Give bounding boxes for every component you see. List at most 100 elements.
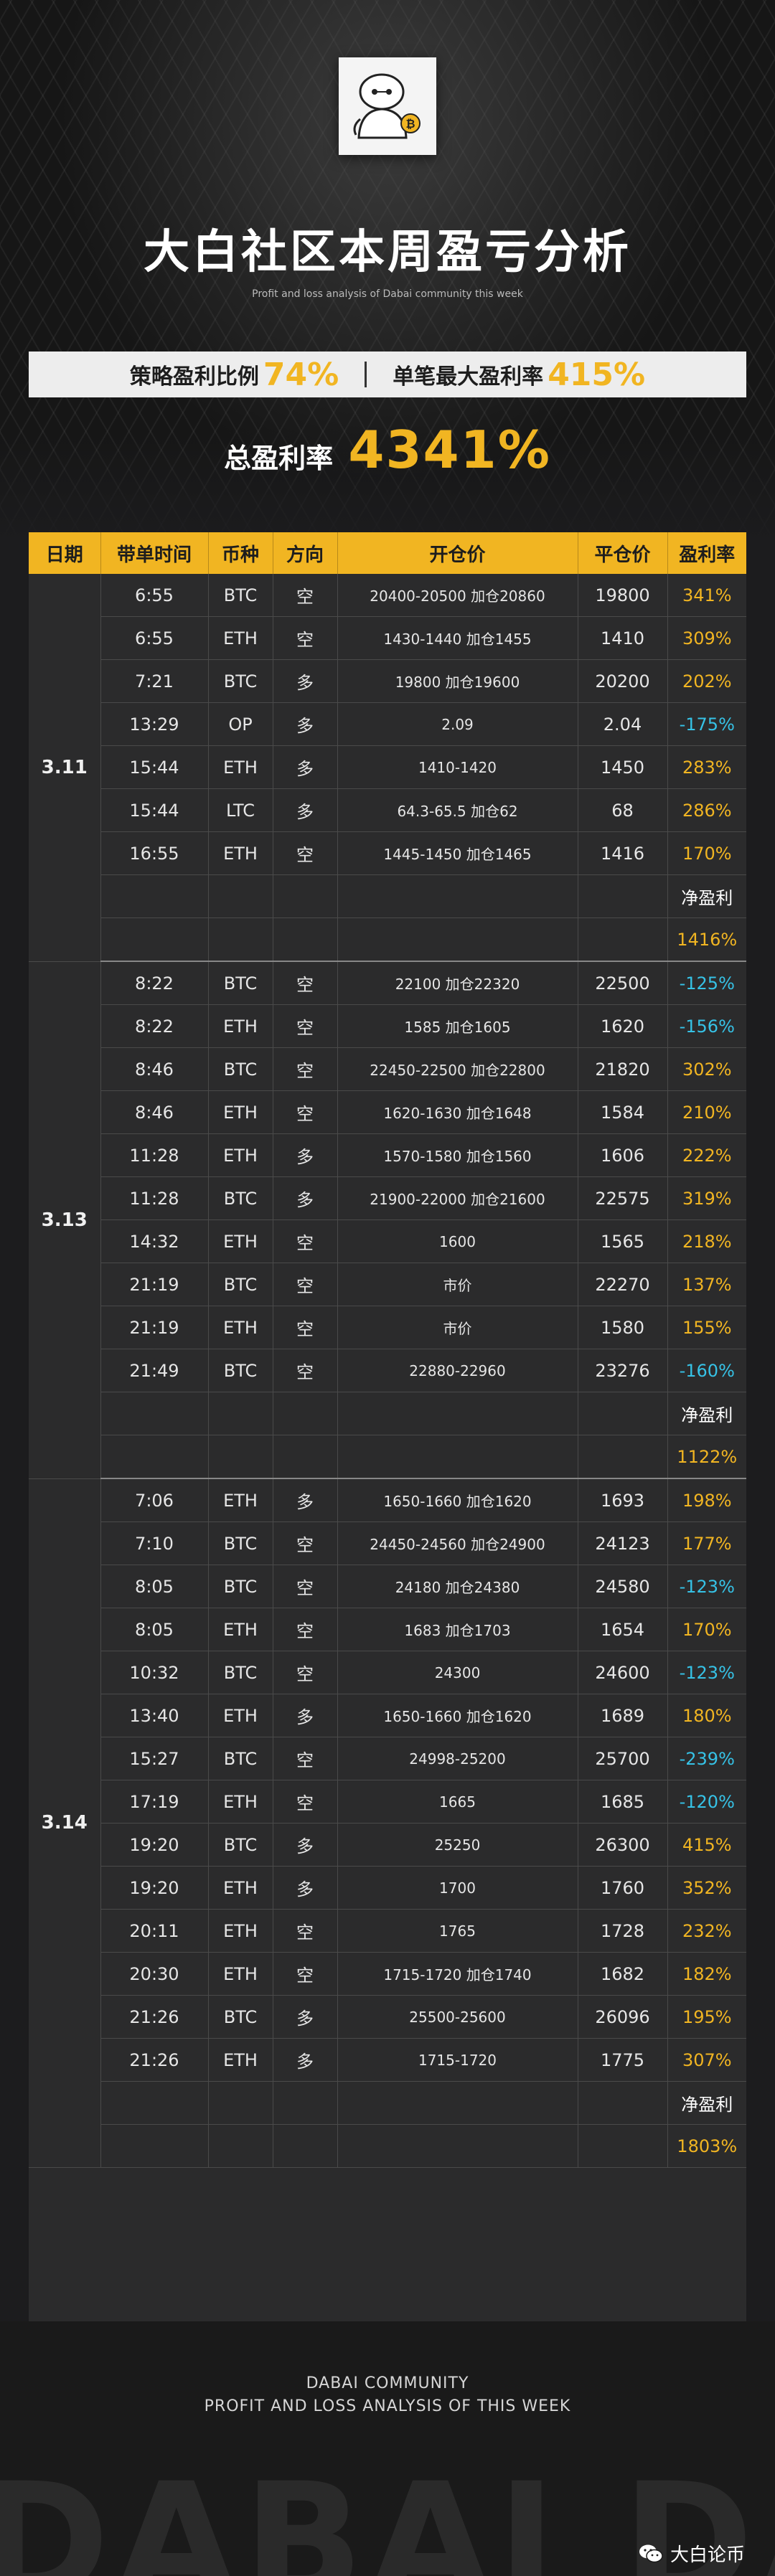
open-price-cell: 22100 加仓22320: [337, 961, 578, 1005]
profit-cell: 180%: [667, 1694, 746, 1737]
empty-cell: [208, 917, 273, 962]
coin-cell: BTC: [208, 1176, 273, 1220]
column-header: 日期: [29, 532, 101, 574]
coin-cell: ETH: [208, 1219, 273, 1263]
direction-cell: 空: [273, 1909, 338, 1953]
direction-cell: 空: [273, 574, 338, 617]
close-price-cell: 22575: [578, 1176, 668, 1220]
strategy-win-rate-label: 策略盈利比例: [129, 364, 259, 390]
open-price-cell: 1650-1660 加仓1620: [337, 1478, 578, 1522]
table-row: 21:19 ETH 空市价 1580 155%: [29, 1306, 746, 1349]
column-header: 平仓价: [578, 532, 668, 574]
open-price-cell: 64.3-65.5 加仓62: [337, 788, 578, 832]
profit-cell: 341%: [667, 574, 746, 617]
coin-cell: ETH: [208, 1090, 273, 1134]
time-cell: 21:19: [100, 1306, 209, 1349]
open-price-cell: 1650-1660 加仓1620: [337, 1694, 578, 1737]
close-price-cell: 1689: [578, 1694, 668, 1737]
stats-divider: [365, 362, 367, 387]
close-price-cell: 1416: [578, 831, 668, 875]
time-cell: 15:44: [100, 745, 209, 789]
coin-cell: BTC: [208, 1047, 273, 1091]
profit-cell: -123%: [667, 1651, 746, 1694]
column-header: 开仓价: [337, 532, 578, 574]
table-row: 10:32 BTC 空 24300 24600 -123%: [29, 1651, 746, 1694]
profit-cell: 415%: [667, 1823, 746, 1867]
table-row: 20:30 ETH 空 1715-1720 加仓1740 1682 182%: [29, 1952, 746, 1996]
net-label-row: 净盈利: [29, 1392, 746, 1435]
profit-cell: -156%: [667, 1004, 746, 1048]
close-price-cell: 1760: [578, 1866, 668, 1910]
open-price-cell: 22450-22500 加仓22800: [337, 1047, 578, 1091]
open-price-cell: 1715-1720: [337, 2038, 578, 2082]
table-row: 8:22 ETH 空 1585 加仓1605 1620 -156%: [29, 1004, 746, 1048]
close-price-cell: 26096: [578, 1995, 668, 2039]
empty-cell: [337, 2081, 578, 2125]
coin-cell: BTC: [208, 1823, 273, 1867]
table-row: 13:40 ETH 多 1650-1660 加仓1620 1689 180%: [29, 1694, 746, 1737]
profit-cell: 170%: [667, 831, 746, 875]
time-cell: 15:44: [100, 788, 209, 832]
page-title: 大白社区本周盈亏分析: [144, 226, 631, 279]
column-header: 带单时间: [100, 532, 209, 574]
trade-table-panel: 日期 带单时间 币种 方向 开仓价 平仓价 盈利率 3.11 6:55 BTC 空 20…: [29, 532, 746, 2321]
open-price-cell: 1410-1420: [337, 745, 578, 789]
empty-cell: [100, 2081, 209, 2125]
open-price-cell: 1715-1720 加仓1740: [337, 1952, 578, 1996]
direction-cell: 多: [273, 702, 338, 746]
direction-cell: 多: [273, 1694, 338, 1737]
close-price-cell: 24600: [578, 1651, 668, 1694]
total-profit: 总盈利率 4341%: [0, 420, 775, 480]
direction-cell: 多: [273, 1478, 338, 1522]
close-price-cell: 1584: [578, 1090, 668, 1134]
close-price-cell: 23276: [578, 1349, 668, 1392]
profit-cell: 177%: [667, 1521, 746, 1565]
open-price-cell: 1665: [337, 1780, 578, 1824]
profit-cell: -175%: [667, 702, 746, 746]
direction-cell: 空: [273, 1349, 338, 1392]
empty-cell: [578, 2124, 668, 2168]
table-row: 21:49 BTC 空 22880-22960 23276 -160%: [29, 1349, 746, 1392]
coin-cell: BTC: [208, 1521, 273, 1565]
close-price-cell: 24580: [578, 1565, 668, 1608]
stats-bar: 策略盈利比例 74% 单笔最大盈利率 415%: [29, 352, 746, 397]
profit-cell: 182%: [667, 1952, 746, 1996]
net-value-row: 1122%: [29, 1435, 746, 1479]
coin-cell: ETH: [208, 831, 273, 875]
time-cell: 20:11: [100, 1909, 209, 1953]
time-cell: 7:06: [100, 1478, 209, 1522]
empty-cell: [273, 917, 338, 962]
open-price-cell: 25250: [337, 1823, 578, 1867]
open-price-cell: 1585 加仓1605: [337, 1004, 578, 1048]
table-row: 13:29 OP 多 2.09 2.04 -175%: [29, 702, 746, 746]
coin-cell: BTC: [208, 961, 273, 1005]
close-price-cell: 1620: [578, 1004, 668, 1048]
coin-cell: BTC: [208, 1349, 273, 1392]
close-price-cell: 1450: [578, 745, 668, 789]
time-cell: 7:10: [100, 1521, 209, 1565]
table-row: 3.14 7:06 ETH 多 1650-1660 加仓1620 1693 198%: [29, 1478, 746, 2168]
profit-cell: 210%: [667, 1090, 746, 1134]
profit-cell: 307%: [667, 2038, 746, 2082]
direction-cell: 空: [273, 1651, 338, 1694]
direction-cell: 空: [273, 1263, 338, 1306]
empty-cell: [208, 1435, 273, 1479]
time-cell: 21:26: [100, 2038, 209, 2082]
time-cell: 10:32: [100, 1651, 209, 1694]
empty-cell: [208, 2124, 273, 2168]
close-price-cell: 20200: [578, 659, 668, 703]
empty-cell: [100, 1435, 209, 1479]
footer-caption: PROFIT AND LOSS ANALYSIS OF THIS WEEK: [204, 2397, 571, 2415]
direction-cell: 空: [273, 831, 338, 875]
empty-cell: [100, 2124, 209, 2168]
trade-table: 日期 带单时间 币种 方向 开仓价 平仓价 盈利率 3.11 6:55 BTC 空 20…: [29, 532, 746, 2168]
close-price-cell: 1410: [578, 616, 668, 660]
time-cell: 17:19: [100, 1780, 209, 1824]
net-value-row: 1803%: [29, 2124, 746, 2168]
open-price-cell: 24180 加仓24380: [337, 1565, 578, 1608]
table-row: 19:20 BTC 多 25250 26300 415%: [29, 1823, 746, 1867]
time-cell: 19:20: [100, 1866, 209, 1910]
direction-cell: 空: [273, 1780, 338, 1824]
table-row: 8:46 ETH 空 1620-1630 加仓1648 1584 210%: [29, 1090, 746, 1134]
coin-cell: OP: [208, 702, 273, 746]
